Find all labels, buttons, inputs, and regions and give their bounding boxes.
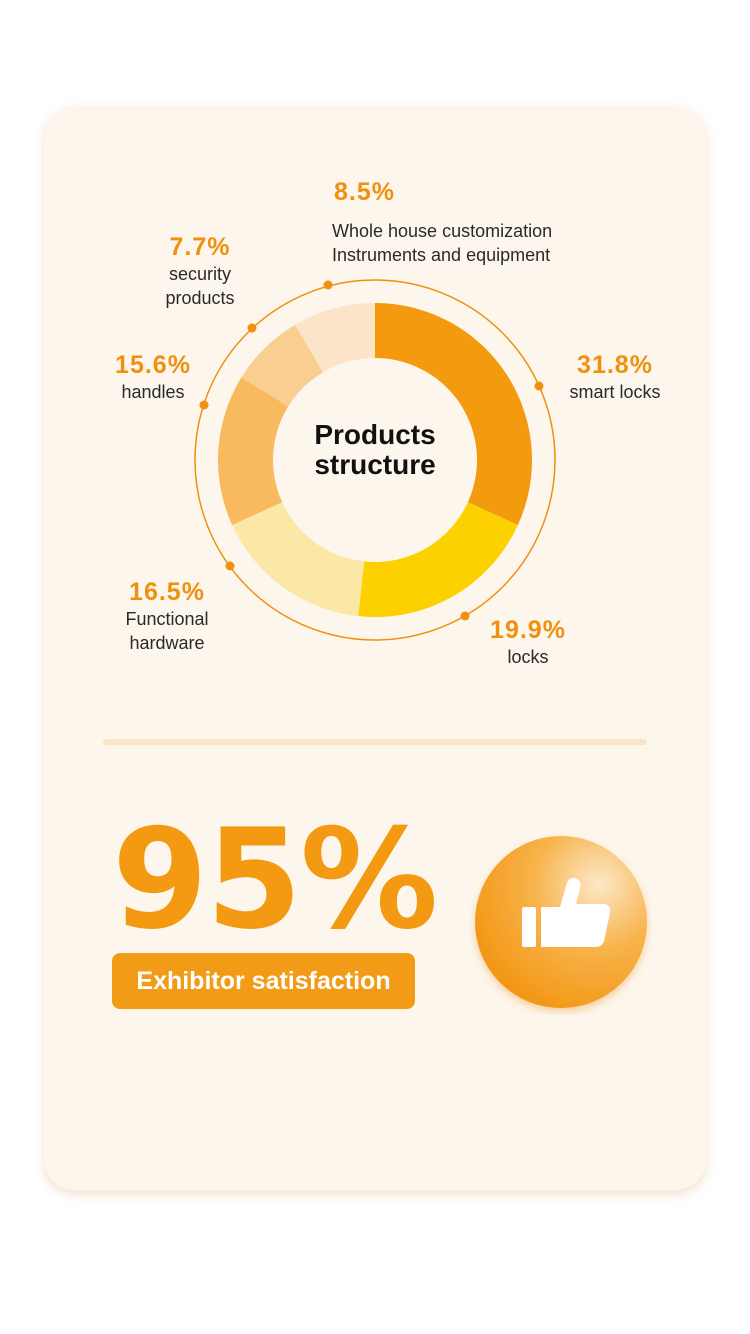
name-functional-line2: hardware [129, 633, 205, 653]
pct-whole-house: 8.5% [334, 178, 395, 206]
name-handles: handles [121, 382, 185, 402]
infographic-card [44, 106, 706, 1190]
donut-slice-whole-house-customization-instruments-and-equipment [295, 303, 375, 373]
dot-whole-house [323, 280, 333, 290]
satisfaction-label-badge: Exhibitor satisfaction [112, 953, 415, 1009]
dot-locks [460, 611, 470, 621]
name-functional-line1: Functional [125, 609, 209, 629]
outer-orbit-ring [194, 279, 556, 641]
dot-smart-locks [534, 381, 544, 391]
pct-locks: 19.9% [490, 616, 566, 644]
dot-security-products [247, 323, 257, 333]
center-title-line1: Products [314, 419, 436, 450]
donut-slice-security-products [241, 324, 324, 407]
name-security-line2: products [165, 288, 235, 308]
donut-slice-locks [358, 502, 518, 617]
name-whole-house-line1: Whole house customization [332, 221, 553, 241]
label-locks: 19.9% locks [476, 615, 580, 669]
center-title-line2: structure [314, 449, 436, 480]
donut-slice-smart-locks [375, 303, 532, 526]
pct-security-products: 7.7% [169, 233, 231, 261]
chart-center-title: Products structure [275, 420, 475, 480]
donut-slice-functional-hardware [232, 502, 365, 617]
satisfaction-value: 95% [112, 799, 438, 960]
label-security-products: 7.7% security products [140, 232, 260, 310]
donut-slice-handles [218, 377, 289, 526]
label-functional-hardware: 16.5% Functional hardware [107, 577, 227, 655]
name-smart-locks: smart locks [569, 382, 661, 402]
label-whole-house: 8.5% Whole house customization Instrumen… [332, 177, 552, 267]
name-whole-house-line2: Instruments and equipment [332, 245, 551, 265]
thumbs-up-icon [470, 833, 652, 1015]
dot-handles [199, 400, 209, 410]
label-handles: 15.6% handles [100, 350, 206, 404]
section-divider [103, 739, 647, 745]
name-security-line1: security [168, 264, 231, 284]
pct-functional-hardware: 16.5% [129, 578, 205, 606]
name-locks: locks [507, 647, 549, 667]
pct-smart-locks: 31.8% [577, 351, 653, 379]
dot-functional-hardware [225, 561, 235, 571]
label-smart-locks: 31.8% smart locks [560, 350, 670, 404]
pct-handles: 15.6% [115, 351, 191, 379]
